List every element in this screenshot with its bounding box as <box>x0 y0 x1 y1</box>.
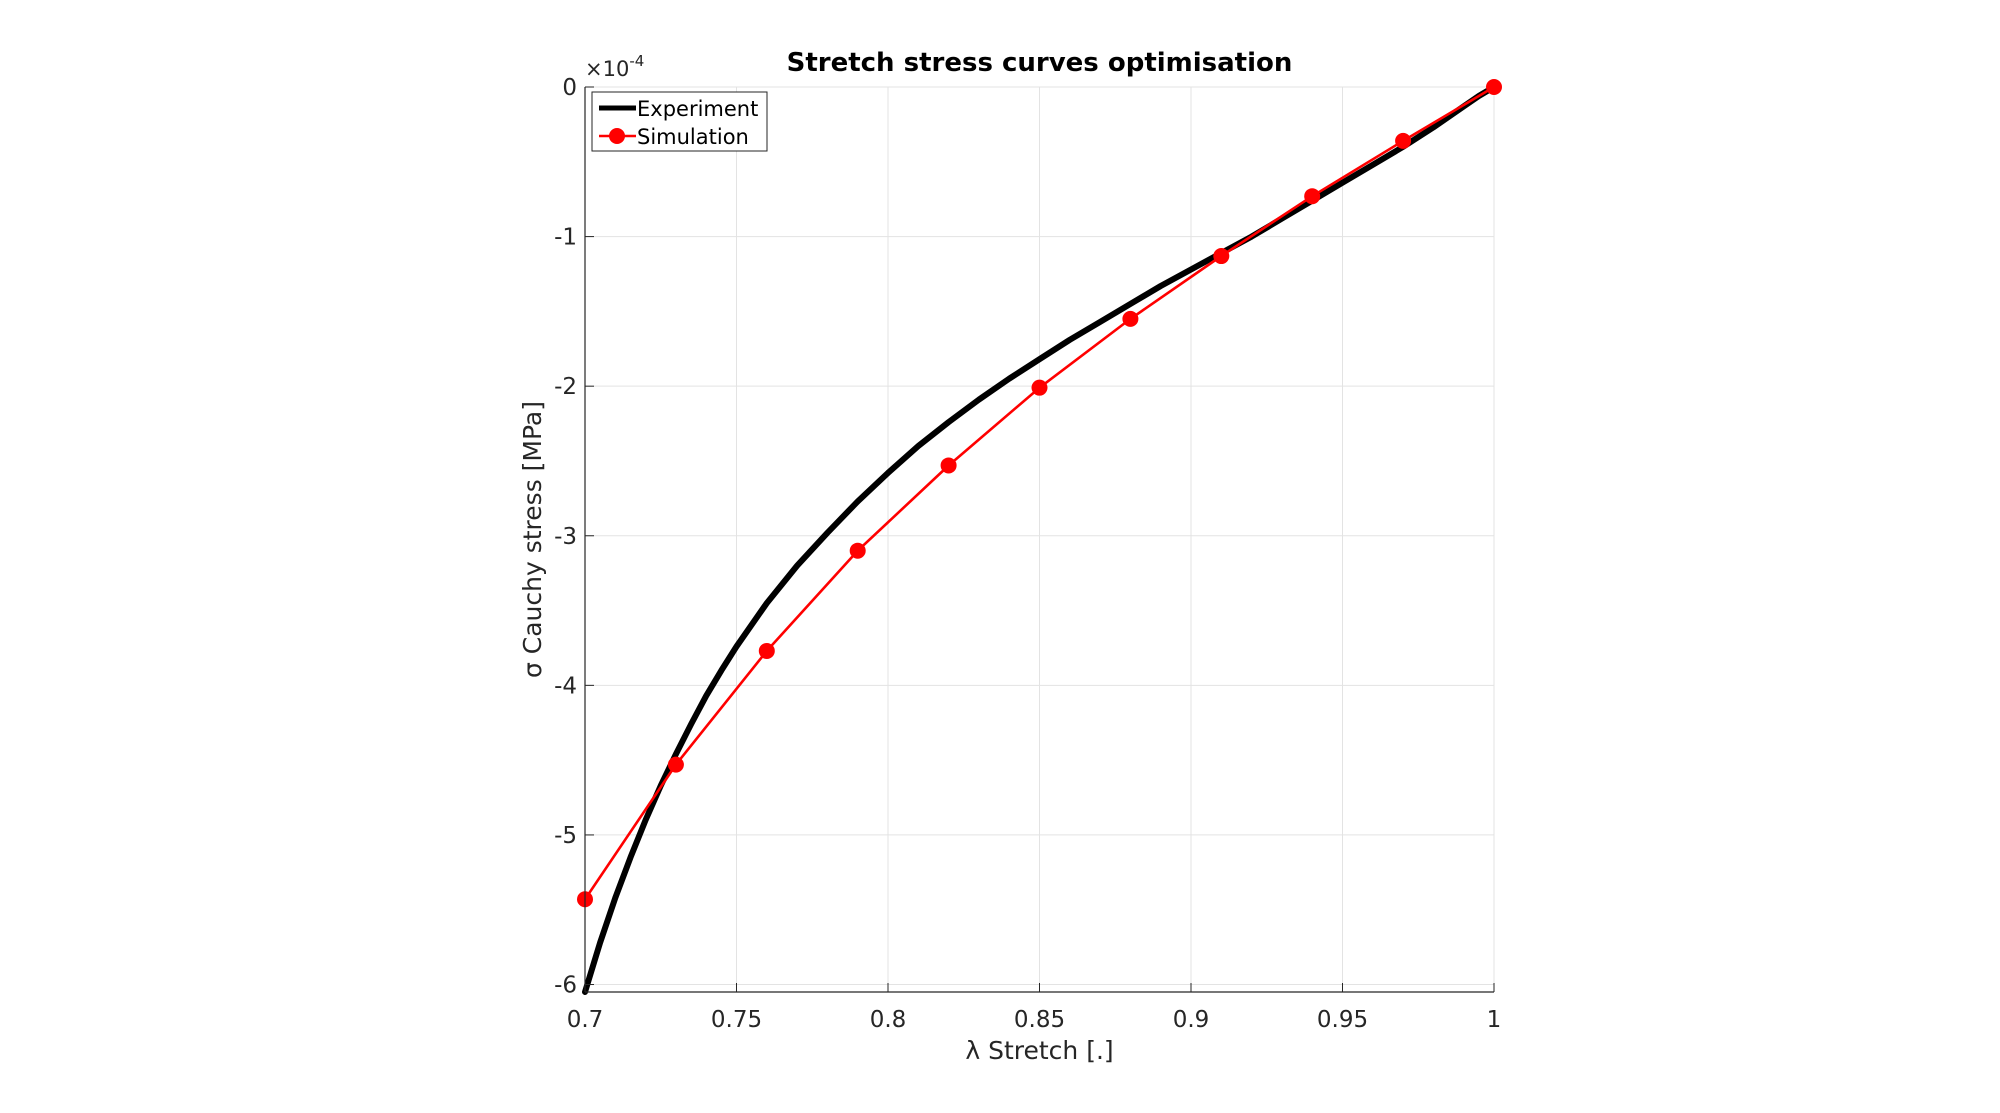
x-tick-label: 0.75 <box>711 1007 762 1033</box>
series-group <box>577 79 1502 995</box>
y-tick-label: -3 <box>554 524 577 550</box>
data-point-simulation <box>849 542 866 559</box>
legend-label-experiment: Experiment <box>637 97 758 121</box>
y-tick-label: -6 <box>554 973 577 999</box>
grid <box>584 86 1495 992</box>
y-tick-label: -2 <box>554 374 577 400</box>
data-point-simulation <box>758 642 775 659</box>
data-point-simulation <box>1031 379 1048 396</box>
data-point-simulation <box>667 756 684 773</box>
y-tick-label: 0 <box>562 75 577 101</box>
x-tick-label: 1 <box>1487 1007 1502 1033</box>
data-point-simulation <box>1122 310 1139 327</box>
y-tick-label: -5 <box>554 823 577 849</box>
series-line-experiment <box>582 84 1497 995</box>
y-tick-label: -1 <box>554 225 577 251</box>
data-point-simulation <box>940 457 957 474</box>
x-axis-label: λ Stretch [.] <box>965 1036 1113 1065</box>
legend-label-simulation: Simulation <box>637 125 749 149</box>
x-tick-label: 0.8 <box>870 1007 907 1033</box>
y-exponent-base: ×10 <box>585 57 629 81</box>
data-point-simulation <box>1304 188 1321 205</box>
x-tick-label: 0.7 <box>567 1007 604 1033</box>
y-exponent-power: -4 <box>629 52 644 70</box>
y-axis-exponent: ×10-4 <box>585 52 644 81</box>
y-tick-label: -4 <box>554 673 577 699</box>
y-axis-label: σ Cauchy stress [MPa] <box>518 401 547 678</box>
x-tick-label: 0.95 <box>1317 1007 1368 1033</box>
data-point-simulation <box>1395 132 1412 149</box>
data-point-simulation <box>1213 248 1230 265</box>
axes <box>584 86 1495 993</box>
legend: Experiment Simulation <box>591 91 768 152</box>
data-point-simulation <box>1486 79 1502 95</box>
tick-labels: 0.7 0.75 0.8 0.85 0.9 0.95 1 0 -1 -2 -3 -4 -5 -6 <box>554 75 1501 1033</box>
legend-marker-simulation <box>609 128 625 144</box>
x-tick-label: 0.9 <box>1173 1007 1210 1033</box>
x-tick-label: 0.85 <box>1014 1007 1065 1033</box>
chart-title: Stretch stress curves optimisation <box>787 48 1293 78</box>
